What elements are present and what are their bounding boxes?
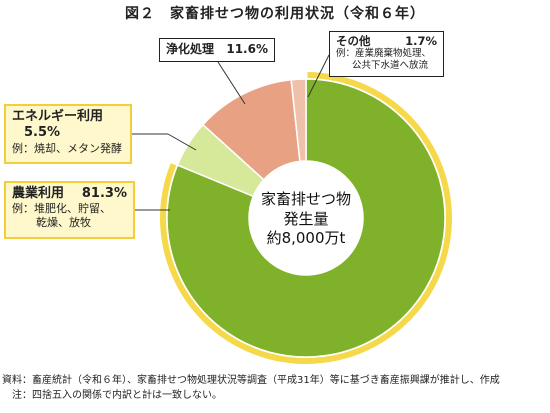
callout-purification-title: 浄化処理 11.6% [166,42,268,57]
source-note: 資料：畜産統計（令和６年）、家畜排せつ物処理状況等調査（平成31年）等に基づき畜… [2,375,500,386]
donut-slices [159,72,452,365]
donut-hole [248,160,364,276]
leader-purification [217,61,246,105]
leader-lines [132,54,330,211]
agriculture-example-1: 例：堆肥化、貯留、 [12,202,111,216]
chart-title: 図２ 家畜排せつ物の利用状況（令和６年） [125,6,425,22]
center-line-1: 家畜排せつ物 [260,190,351,208]
agriculture-label: 農業利用 [12,186,65,201]
rounding-note: 注：四捨五入の関係で内訳と計は一致しない。 [2,389,222,401]
other-example-1: 例：産業廃棄物処理、 [336,48,432,60]
other-label: その他 [336,34,371,48]
callout-purification: 浄化処理 11.6% [159,38,275,62]
leader-energy [167,133,197,151]
other-example-2: 公共下水道へ放流 [352,60,429,72]
other-percent: 1.7% [405,34,437,48]
callout-agriculture: 農業利用 81.3% 例：堆肥化、貯留、 乾燥、放牧 [4,181,135,239]
agriculture-example-2: 乾燥、放牧 [36,216,91,229]
purification-percent: 11.6% [226,42,268,56]
callout-other: その他 1.7% 例：産業廃棄物処理、 公共下水道へ放流 [329,31,444,77]
callout-agriculture-title: 農業利用 81.3% [12,186,127,202]
energy-percent: 5.5% [24,125,61,141]
energy-label: エネルギー利用 [12,109,104,124]
footnotes: 資料：畜産統計（令和６年）、家畜排せつ物処理状況等調査（平成31年）等に基づき畜… [2,374,548,403]
center-line-2: 発生量 [283,209,329,228]
agriculture-percent: 81.3% [81,186,127,201]
callout-energy: エネルギー利用 5.5% 例：焼却、メタン発酵 [4,104,132,164]
center-line-3: 約8,000万t [266,229,346,247]
donut-center-label: 家畜排せつ物 発生量 約8,000万t [258,190,354,249]
purification-label: 浄化処理 [166,42,215,56]
callout-other-title: その他 1.7% [336,34,437,48]
leader-other [307,54,330,98]
energy-example: 例：焼却、メタン発酵 [12,141,122,155]
